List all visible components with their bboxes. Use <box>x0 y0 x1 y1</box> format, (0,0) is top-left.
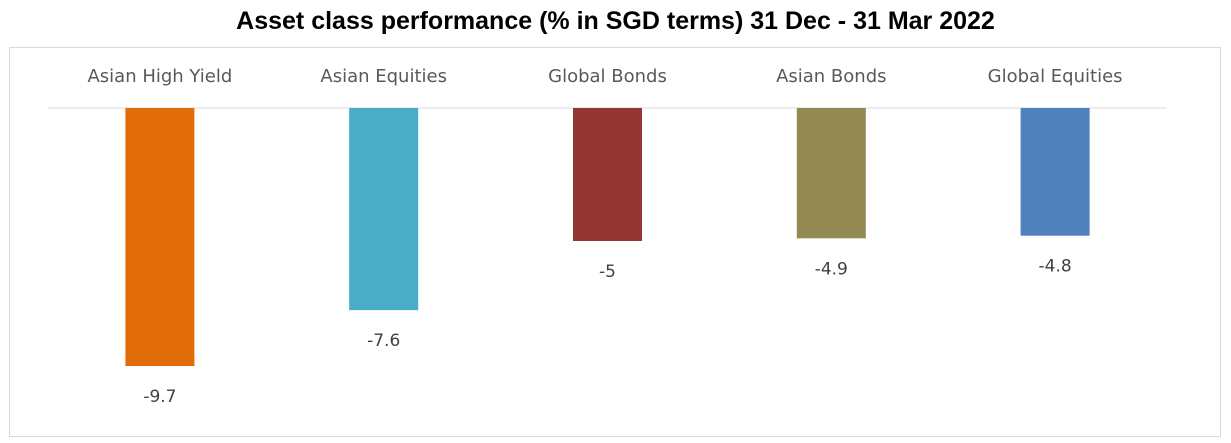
category-label: Asian Equities <box>320 66 447 87</box>
data-label: -7.6 <box>367 331 400 351</box>
chart-title: Asset class performance (% in SGD terms)… <box>236 7 995 35</box>
data-label: -4.8 <box>1039 257 1072 277</box>
bar <box>573 108 642 241</box>
plot-area-frame <box>9 47 1221 437</box>
bar <box>1020 108 1090 236</box>
data-label: -5 <box>599 262 616 282</box>
data-label: -9.7 <box>143 387 176 407</box>
data-label: -4.9 <box>815 259 848 279</box>
category-label: Global Bonds <box>548 66 667 87</box>
bar <box>125 108 195 367</box>
category-label: Asian Bonds <box>776 66 886 87</box>
bar <box>796 108 866 239</box>
category-label: Global Equities <box>988 66 1123 87</box>
category-label: Asian High Yield <box>87 66 232 87</box>
bar <box>349 108 419 311</box>
